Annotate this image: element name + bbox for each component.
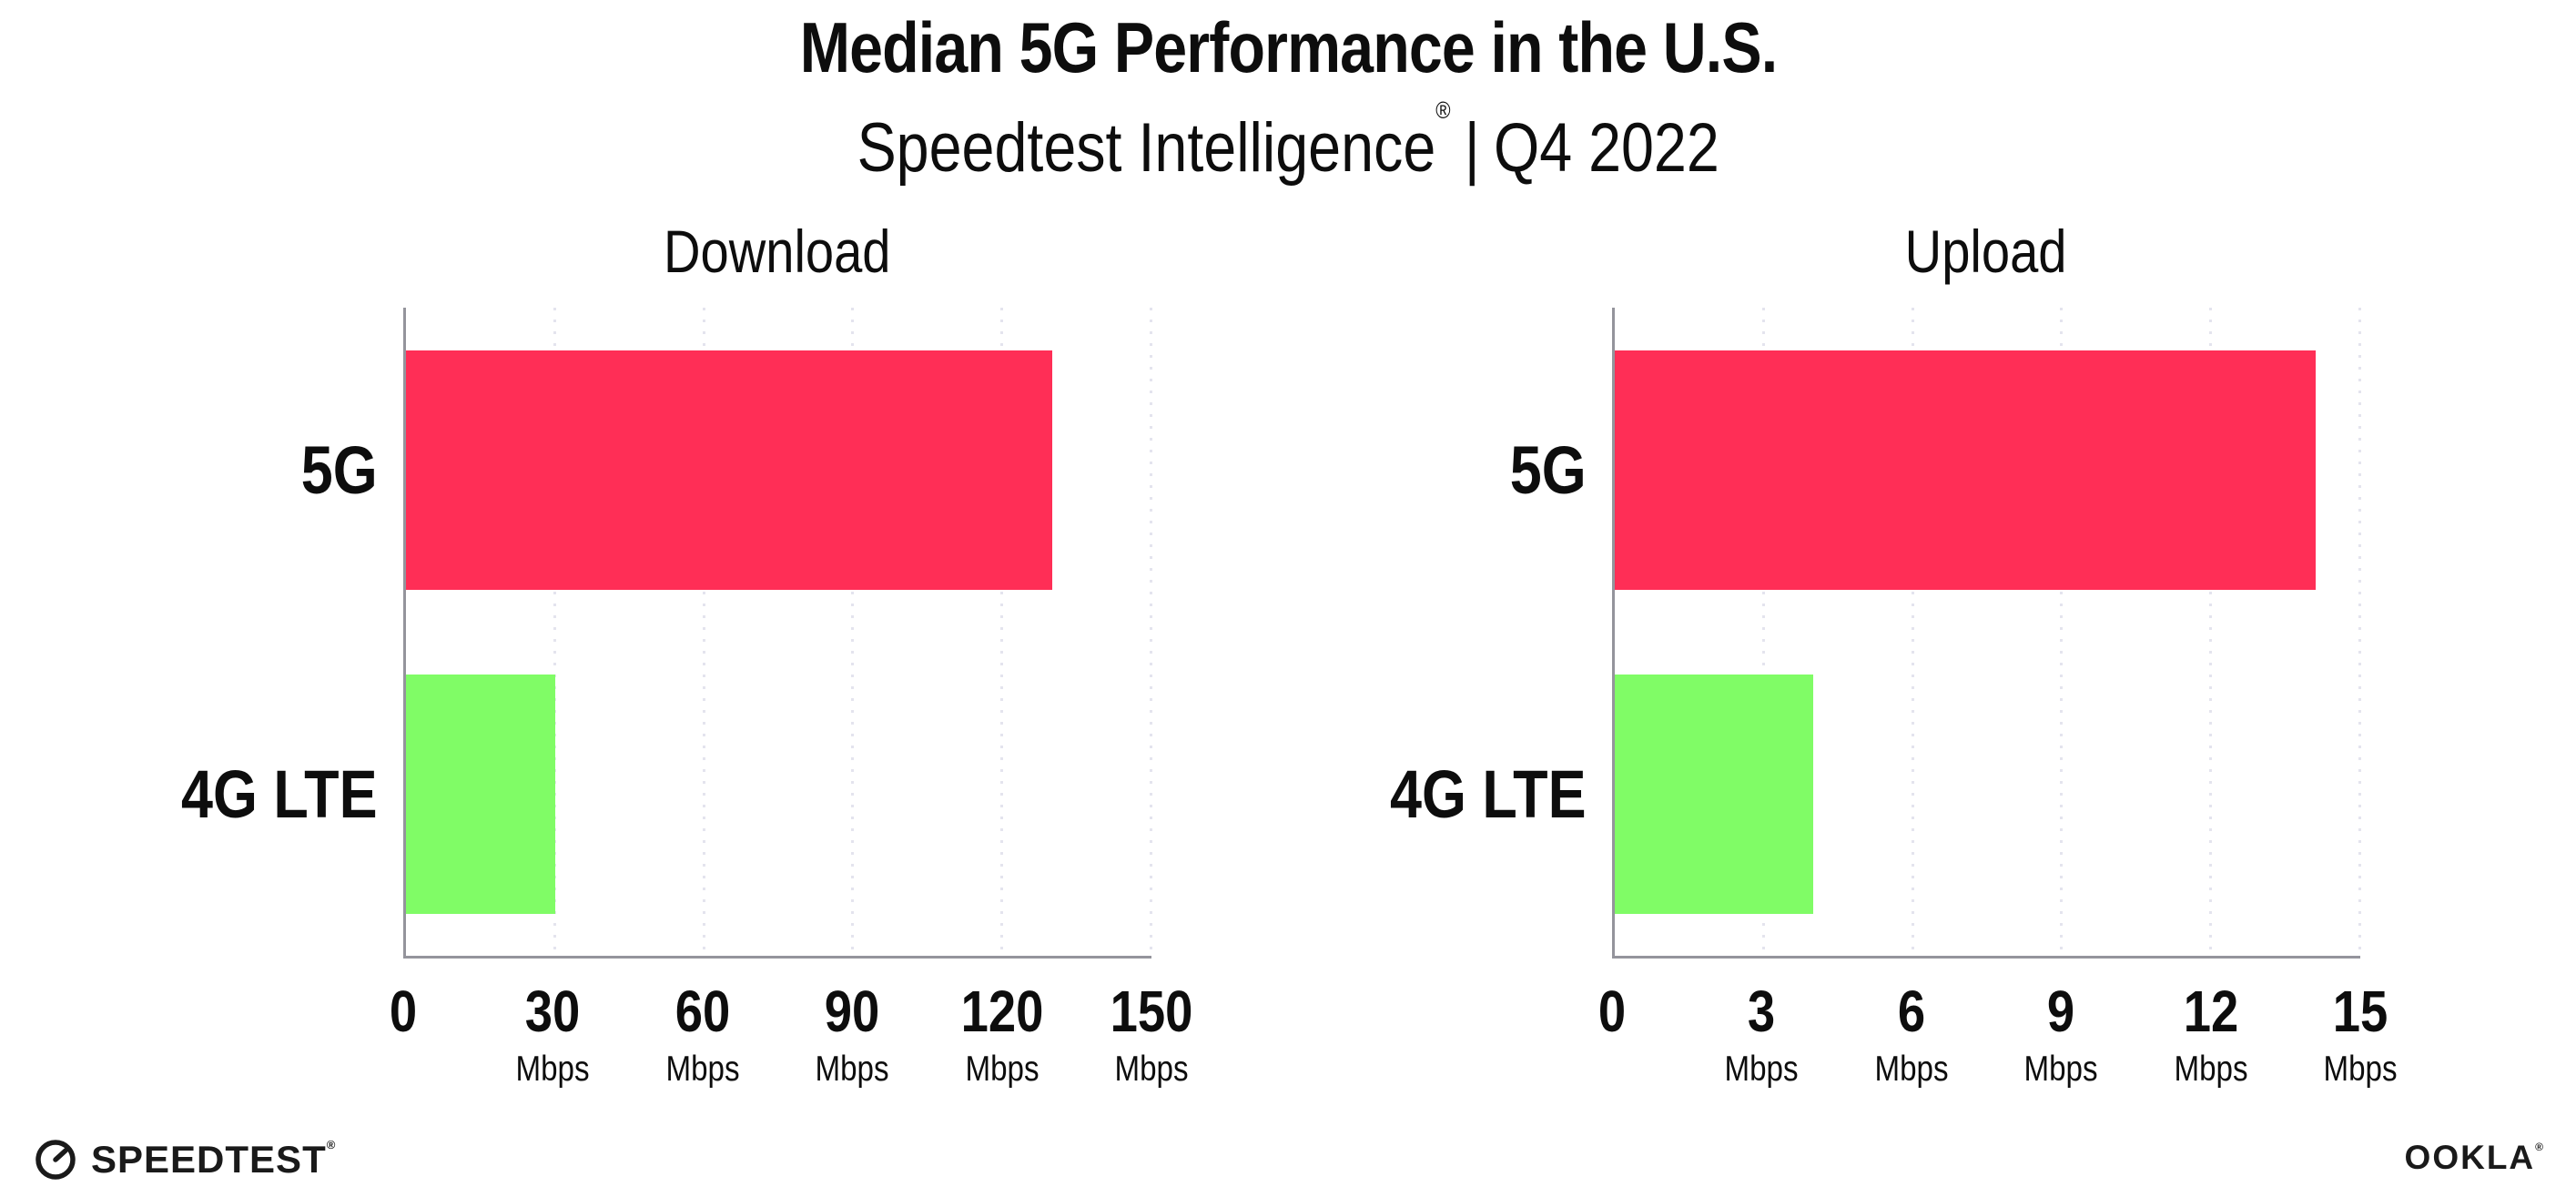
download-y-axis-labels: 5G 4G LTE xyxy=(91,308,403,956)
page-title-text: Median 5G Performance in the U.S. xyxy=(799,7,1777,87)
download-chart: 5G 4G LTE Download 0 30 Mbps 60 Mbps 90 Mbps 120… xyxy=(91,217,1193,1101)
tick-value: 30 xyxy=(525,979,581,1044)
upload-x-tick-15: 15 Mbps xyxy=(2323,982,2397,1087)
tick-value: 150 xyxy=(1110,979,1193,1044)
download-plot-column: Download 0 30 Mbps 60 Mbps 90 Mbps 120 Mbps 150 Mb… xyxy=(390,217,1193,1101)
gridline-3-mbps xyxy=(1761,308,1765,956)
ookla-registered-mark: ® xyxy=(2535,1141,2545,1153)
subtitle-period: Q4 2022 xyxy=(1493,108,1719,187)
gridline-60-mbps xyxy=(702,308,705,956)
tick-unit: Mbps xyxy=(2023,1050,2098,1089)
upload-x-tick-3: 3 Mbps xyxy=(1725,982,1799,1087)
download-band-4g-lte xyxy=(406,632,1151,956)
tick-unit: Mbps xyxy=(665,1050,740,1089)
upload-category-label-5g: 5G xyxy=(1300,308,1612,632)
upload-x-axis: 0 3 Mbps 6 Mbps 9 Mbps 12 Mbps 15 Mbps xyxy=(1598,982,2398,1101)
gridline-120-mbps xyxy=(1000,308,1004,956)
upload-chart-body: 5G 4G LTE Upload 0 3 Mbps 6 Mbps 9 Mbps 12 Mbps 15… xyxy=(1300,217,2398,1101)
upload-x-tick-12: 12 Mbps xyxy=(2174,982,2247,1087)
download-x-tick-60: 60 Mbps xyxy=(665,982,739,1087)
upload-x-tick-0: 0 xyxy=(1598,982,1626,1040)
ookla-logo-word: OOKLA® xyxy=(2405,1139,2545,1176)
tick-unit: Mbps xyxy=(1874,1050,1949,1089)
header: Median 5G Performance in the U.S. Speedt… xyxy=(0,7,2576,187)
speedtest-logo: SPEEDTEST® xyxy=(33,1137,336,1182)
registered-mark: ® xyxy=(1435,96,1451,124)
download-x-axis: 0 30 Mbps 60 Mbps 90 Mbps 120 Mbps 150 Mbps xyxy=(390,982,1193,1101)
gridline-90-mbps xyxy=(851,308,855,956)
upload-x-tick-6: 6 Mbps xyxy=(1874,982,1948,1087)
upload-x-tick-9: 9 Mbps xyxy=(2024,982,2098,1087)
tick-value: 3 xyxy=(1748,979,1776,1044)
category-label-text: 4G LTE xyxy=(1390,756,1587,832)
download-x-tick-30: 30 Mbps xyxy=(516,982,590,1087)
tick-value: 0 xyxy=(389,979,418,1044)
tick-unit: Mbps xyxy=(2174,1050,2248,1089)
category-label-text: 4G LTE xyxy=(181,756,378,832)
tick-unit: Mbps xyxy=(965,1050,1040,1089)
gridline-30-mbps xyxy=(553,308,556,956)
category-label-text: 5G xyxy=(301,431,378,508)
download-category-label-5g: 5G xyxy=(91,308,403,632)
subtitle-separator: | xyxy=(1464,108,1480,187)
upload-bar-5g xyxy=(1615,350,2316,590)
tick-value: 9 xyxy=(2047,979,2075,1044)
subtitle-product: Speedtest Intelligence xyxy=(857,108,1436,187)
download-chart-title: Download xyxy=(403,217,1151,285)
tick-value: 120 xyxy=(960,979,1043,1044)
download-x-tick-150: 150 Mbps xyxy=(1111,982,1193,1087)
upload-plot-area xyxy=(1612,308,2361,959)
upload-chart-title-text: Upload xyxy=(1905,218,2067,285)
upload-band-4g-lte xyxy=(1615,632,2360,956)
download-bar-4g-lte xyxy=(406,674,555,914)
gridline-15-mbps xyxy=(2358,308,2361,956)
speedtest-logo-word: SPEEDTEST® xyxy=(91,1138,336,1182)
download-chart-body: 5G 4G LTE Download 0 30 Mbps 60 Mbps 90 Mbps 120… xyxy=(91,217,1193,1101)
download-plot-area xyxy=(403,308,1152,959)
ookla-logo: OOKLA® xyxy=(2405,1139,2545,1177)
gridline-150-mbps xyxy=(1150,308,1152,956)
tick-value: 15 xyxy=(2332,979,2388,1044)
tick-unit: Mbps xyxy=(1724,1050,1799,1089)
ookla-logo-text: OOKLA xyxy=(2404,1139,2536,1176)
category-label-text: 5G xyxy=(1510,431,1587,508)
tick-value: 0 xyxy=(1597,979,1627,1044)
upload-category-label-4g-lte: 4G LTE xyxy=(1300,632,1612,956)
upload-bar-4g-lte xyxy=(1615,674,1814,914)
download-x-tick-90: 90 Mbps xyxy=(816,982,889,1087)
tick-value: 60 xyxy=(674,979,731,1044)
upload-band-5g xyxy=(1615,308,2360,632)
speedtest-logo-text: SPEEDTEST xyxy=(91,1138,327,1181)
page-subtitle: Speedtest Intelligence® | Q4 2022 xyxy=(0,96,2576,187)
upload-chart-title: Upload xyxy=(1612,217,2360,285)
download-category-label-4g-lte: 4G LTE xyxy=(91,632,403,956)
tick-value: 6 xyxy=(1897,979,1925,1044)
tick-unit: Mbps xyxy=(815,1050,889,1089)
download-x-tick-120: 120 Mbps xyxy=(960,982,1043,1087)
page-title: Median 5G Performance in the U.S. xyxy=(0,7,2576,87)
gridline-6-mbps xyxy=(1911,308,1914,956)
gridline-12-mbps xyxy=(2209,308,2213,956)
upload-chart: 5G 4G LTE Upload 0 3 Mbps 6 Mbps 9 Mbps 12 Mbps 15… xyxy=(1300,217,2398,1101)
tick-value: 90 xyxy=(824,979,880,1044)
gridline-9-mbps xyxy=(2060,308,2064,956)
upload-plot-column: Upload 0 3 Mbps 6 Mbps 9 Mbps 12 Mbps 15 Mbps xyxy=(1598,217,2398,1101)
page-subtitle-text: Speedtest Intelligence® | Q4 2022 xyxy=(857,96,1719,187)
speedtest-registered-mark: ® xyxy=(326,1138,337,1151)
tick-value: 12 xyxy=(2183,979,2238,1044)
tick-unit: Mbps xyxy=(515,1050,590,1089)
download-band-5g xyxy=(406,308,1151,632)
tick-unit: Mbps xyxy=(2323,1050,2398,1089)
speedtest-gauge-icon xyxy=(35,1140,76,1180)
download-x-tick-0: 0 xyxy=(390,982,417,1040)
download-chart-title-text: Download xyxy=(664,218,891,285)
download-bar-5g xyxy=(406,350,1052,590)
tick-unit: Mbps xyxy=(1114,1050,1189,1089)
upload-y-axis-labels: 5G 4G LTE xyxy=(1300,308,1612,956)
